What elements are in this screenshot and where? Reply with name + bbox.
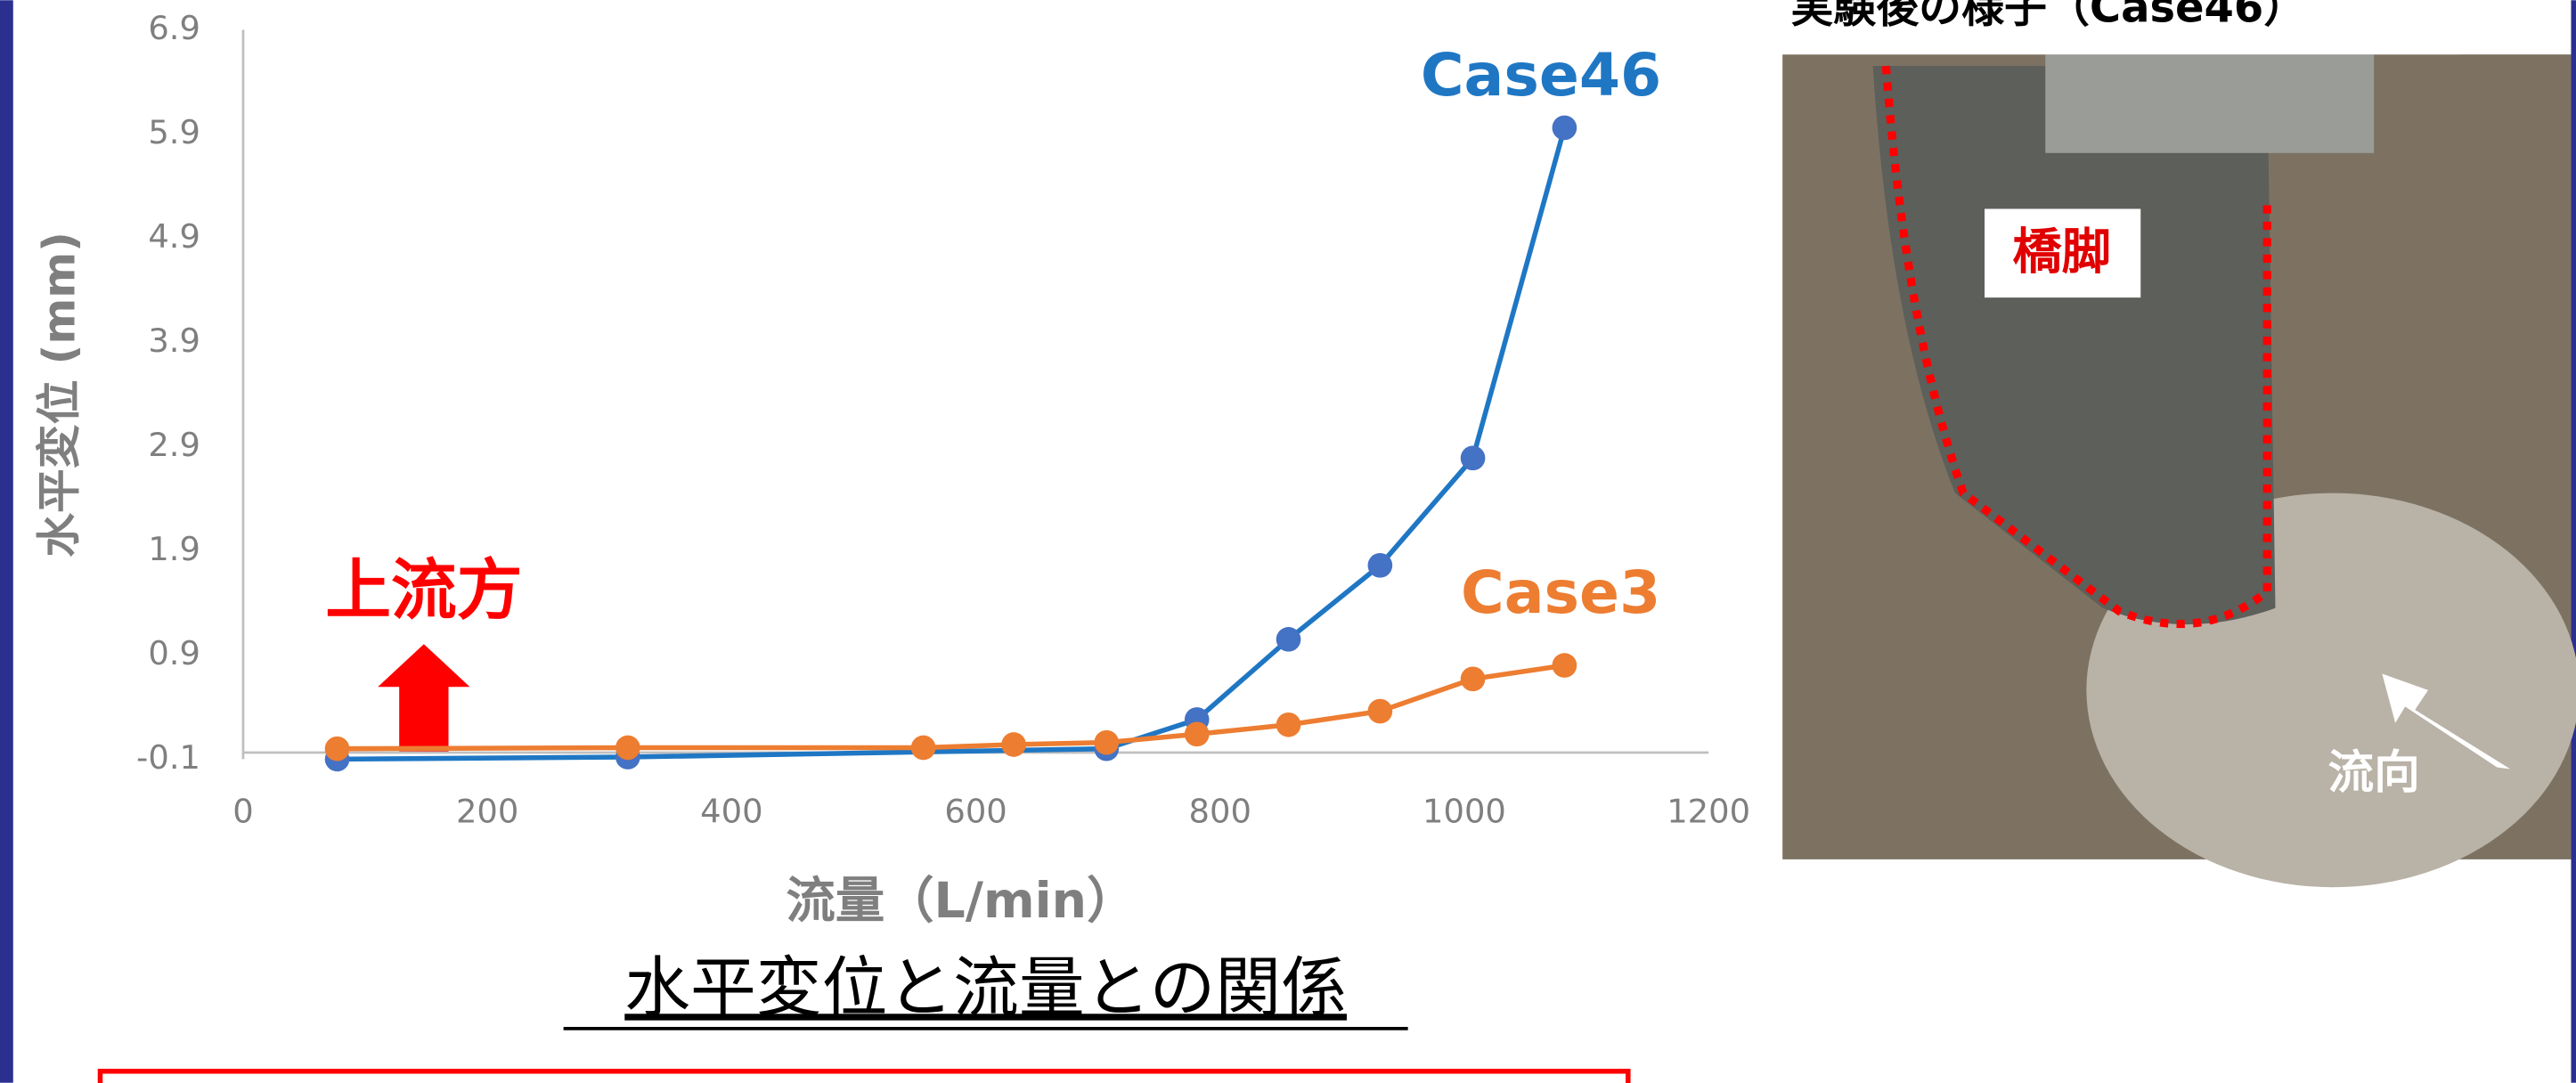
y-tick-label: 5.9 bbox=[148, 113, 200, 151]
pier-label-box bbox=[1985, 208, 2141, 298]
data-point bbox=[1460, 445, 1486, 471]
data-point bbox=[615, 735, 640, 761]
y-tick-label: 4.9 bbox=[148, 217, 200, 256]
photo: 橋脚 流向 bbox=[1782, 54, 2576, 888]
x-tick-label: 400 bbox=[700, 793, 762, 831]
x-tick-label: 1200 bbox=[1667, 793, 1750, 831]
pier-label: 橋脚 bbox=[2012, 224, 2111, 281]
border-left bbox=[0, 0, 13, 1083]
note-box bbox=[97, 1069, 1631, 1083]
y-tick-label: 3.9 bbox=[148, 322, 200, 360]
y-tick-label: 6.9 bbox=[148, 9, 200, 47]
caption: 水平変位と流量との関係 bbox=[624, 950, 1347, 1026]
y-tick-label: 2.9 bbox=[148, 426, 200, 464]
data-point bbox=[1460, 666, 1486, 692]
data-point bbox=[1276, 712, 1301, 737]
annotation-arrow bbox=[378, 644, 470, 753]
x-tick-label: 200 bbox=[456, 793, 518, 831]
data-point bbox=[910, 735, 936, 761]
x-axis-label: 流量（L/min） bbox=[787, 873, 1137, 930]
x-tick-label: 800 bbox=[1189, 793, 1251, 831]
data-point bbox=[1367, 698, 1393, 724]
data-point bbox=[324, 736, 350, 761]
data-point bbox=[1094, 729, 1120, 755]
series-label: Case46 bbox=[1421, 40, 1661, 110]
y-tick-label: 1.9 bbox=[148, 530, 200, 568]
data-point bbox=[1552, 653, 1577, 678]
pier bbox=[1872, 66, 2276, 625]
y-tick-label: -0.1 bbox=[136, 738, 200, 777]
data-point bbox=[1184, 721, 1210, 747]
x-tick-label: 1000 bbox=[1423, 793, 1506, 831]
plate bbox=[2045, 54, 2375, 153]
photo-title: 実験後の様子（Case46） bbox=[1790, 0, 2306, 32]
data-point bbox=[1552, 115, 1577, 141]
series-label: Case3 bbox=[1461, 558, 1660, 627]
data-point bbox=[1367, 552, 1393, 578]
series-line bbox=[337, 126, 1568, 762]
y-axis-label: 水平変位 (mm) bbox=[34, 232, 86, 558]
annotation: 上流方 bbox=[325, 553, 522, 629]
photo-title-box bbox=[1782, 0, 2460, 55]
data-point bbox=[1001, 732, 1026, 757]
flow-label: 流向 bbox=[2328, 746, 2420, 800]
x-tick-label: 0 bbox=[232, 793, 253, 831]
x-tick-label: 600 bbox=[944, 793, 1007, 831]
series-line bbox=[337, 663, 1565, 752]
flow-arrow bbox=[2382, 673, 2511, 770]
pier-outline bbox=[1881, 65, 2271, 629]
y-tick-label: 0.9 bbox=[148, 634, 200, 672]
border-right bbox=[2571, 0, 2576, 1083]
data-point bbox=[1276, 627, 1301, 652]
